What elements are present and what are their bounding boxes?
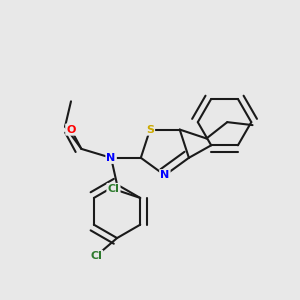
Text: Cl: Cl <box>107 184 119 194</box>
Text: Cl: Cl <box>90 251 102 261</box>
Text: N: N <box>160 170 170 180</box>
Text: O: O <box>66 124 76 135</box>
Text: S: S <box>146 124 154 135</box>
Text: N: N <box>106 153 116 163</box>
